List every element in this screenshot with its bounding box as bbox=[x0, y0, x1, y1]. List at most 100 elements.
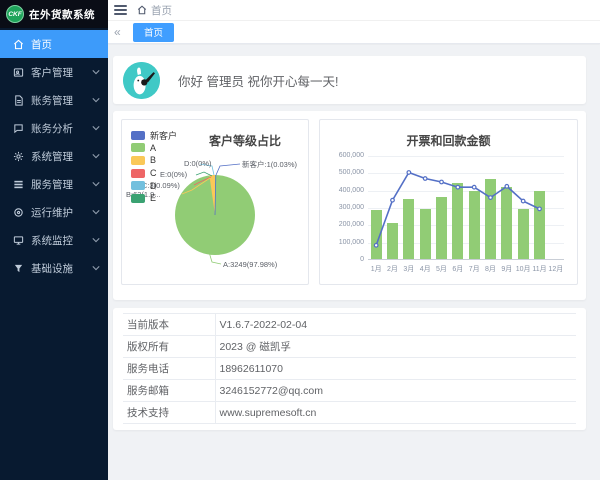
info-table-row: 版权所有 2023 @ 磁凯孚 bbox=[123, 335, 576, 358]
pie-label-new: 新客户:1(0.03%) bbox=[242, 160, 298, 169]
sidebar-item-label: 首页 bbox=[31, 38, 52, 51]
y-axis-tick-label: 300,000 bbox=[338, 204, 364, 211]
sidebar-item-home[interactable]: 首页 bbox=[0, 30, 108, 58]
sidebar-item-customers[interactable]: 客户管理 bbox=[0, 58, 108, 86]
sidebar-item-label: 账务管理 bbox=[31, 94, 73, 107]
bar-2月 bbox=[387, 222, 398, 259]
list-icon bbox=[13, 179, 24, 190]
pie-label-c: C:3(0.09%) bbox=[142, 181, 180, 190]
breadcrumb-home-label: 首页 bbox=[151, 4, 172, 17]
x-axis-tick-label: 3月 bbox=[403, 266, 415, 273]
y-axis-tick-label: 500,000 bbox=[338, 169, 364, 177]
y-axis-tick-label: 0 bbox=[360, 256, 364, 263]
pie-chart[interactable] bbox=[122, 120, 308, 284]
legend-color-chip bbox=[131, 130, 145, 140]
sidebar-item-services[interactable]: 服务管理 bbox=[0, 170, 108, 198]
pie-label-d: D:0(0%) bbox=[184, 159, 212, 168]
gridline bbox=[368, 156, 564, 157]
info-value: V1.6.7-2022-02-04 bbox=[215, 313, 576, 336]
legend-item[interactable]: C bbox=[131, 167, 177, 180]
bar-6月 bbox=[452, 182, 464, 259]
chevron-down-icon bbox=[92, 124, 100, 132]
legend-label: B bbox=[150, 155, 157, 166]
home-icon bbox=[13, 39, 24, 50]
tab-home[interactable]: 首页 bbox=[133, 22, 175, 42]
sidebar-item-maintenance[interactable]: 运行维护 bbox=[0, 198, 108, 226]
legend-label: 新客户 bbox=[150, 130, 178, 141]
bar-1月 bbox=[370, 209, 382, 259]
legend-item[interactable]: B bbox=[131, 154, 177, 167]
sidebar-item-label: 服务管理 bbox=[31, 178, 73, 191]
sidebar-item-label: 系统管理 bbox=[31, 150, 73, 163]
legend-item[interactable]: E bbox=[131, 192, 177, 205]
gridline bbox=[368, 190, 564, 192]
sidebar-item-label: 运行维护 bbox=[31, 206, 73, 219]
customer-icon bbox=[13, 67, 24, 78]
info-value: 3246152772@qq.com bbox=[215, 379, 576, 402]
bar-5月 bbox=[436, 196, 447, 259]
content-area: 你好 管理员 祝你开心每一天! 客户等级占比 新客户 A B C D E bbox=[108, 45, 600, 480]
info-table-row: 当前版本 V1.6.7-2022-02-04 bbox=[123, 313, 576, 336]
info-table-row: 服务邮箱 3246152772@qq.com bbox=[123, 379, 576, 402]
bar-line-chart-card[interactable]: 开票和回款金额 0 100,000 200,000 300,000 400,000 500… bbox=[319, 119, 578, 285]
legend-color-chip bbox=[131, 155, 145, 165]
info-value: 2023 @ 磁凯孚 bbox=[215, 335, 576, 358]
info-value: www.supremesoft.cn bbox=[215, 401, 576, 424]
info-label: 服务电话 bbox=[123, 357, 216, 380]
bar-3月 bbox=[403, 199, 415, 259]
filter-icon bbox=[13, 263, 24, 274]
legend-label: D bbox=[150, 180, 157, 191]
breadcrumb[interactable]: 首页 bbox=[137, 3, 172, 18]
x-axis-tick-label: 10月 bbox=[515, 266, 531, 273]
x-axis-tick-label: 6月 bbox=[452, 266, 464, 273]
app-logo: CKF 在外货款系统 bbox=[0, 0, 108, 28]
hamburger-menu-icon[interactable] bbox=[114, 5, 127, 15]
y-axis-tick-label: 200,000 bbox=[338, 221, 364, 229]
circle-icon bbox=[13, 207, 24, 218]
monitor-icon bbox=[13, 235, 24, 246]
info-label: 技术支持 bbox=[123, 401, 216, 424]
chevron-down-icon bbox=[92, 96, 100, 104]
bar-chart-plot[interactable] bbox=[368, 156, 564, 260]
legend-item[interactable]: 新客户 bbox=[131, 129, 177, 142]
sidebar-item-label: 账务分析 bbox=[31, 122, 73, 135]
sidebar-item-analysis[interactable]: 账务分析 bbox=[0, 114, 108, 142]
x-axis-tick-label: 11月 bbox=[532, 266, 547, 273]
sidebar-item-monitoring[interactable]: 系统监控 bbox=[0, 226, 108, 254]
x-axis-tick-label: 12月 bbox=[548, 266, 564, 273]
info-label: 版权所有 bbox=[123, 335, 216, 358]
x-axis-tick-label: 9月 bbox=[501, 266, 513, 273]
sidebar-item-system[interactable]: 系统管理 bbox=[0, 142, 108, 170]
info-card: 当前版本 V1.6.7-2022-02-04 版权所有 2023 @ 磁凯孚 服务电话 1… bbox=[113, 308, 586, 430]
chevron-down-icon bbox=[92, 152, 100, 160]
x-axis-tick-label: 8月 bbox=[485, 266, 496, 273]
y-axis-tick-label: 400,000 bbox=[338, 186, 364, 194]
bar-chart-title: 开票和回款金额 bbox=[406, 134, 491, 148]
chevron-down-icon bbox=[92, 180, 100, 188]
greeting-card: 你好 管理员 祝你开心每一天! bbox=[113, 56, 586, 104]
top-header-bar: 首页 bbox=[108, 0, 600, 21]
bar-9月 bbox=[501, 187, 513, 259]
sidebar-item-accounting[interactable]: 账务管理 bbox=[0, 86, 108, 114]
chevron-down-icon bbox=[92, 236, 100, 244]
legend-item[interactable]: A bbox=[131, 142, 177, 155]
sidebar-menu: 首页 客户管理 账务管理 账务分析 系统管理 服务管理 bbox=[0, 30, 108, 282]
pie-chart-card[interactable]: 客户等级占比 新客户 A B C D E D:0(0%) 新客户:1(0.03%) E:0… bbox=[121, 119, 309, 285]
tabs-scroll-left-icon[interactable]: « bbox=[114, 25, 121, 39]
app-title: 在外货款系统 bbox=[29, 8, 95, 21]
sidebar-item-infrastructure[interactable]: 基础设施 bbox=[0, 254, 108, 282]
bar-4月 bbox=[419, 208, 431, 259]
legend-item[interactable]: D bbox=[131, 179, 177, 192]
info-label: 服务邮箱 bbox=[123, 379, 216, 402]
sidebar-item-label: 系统监控 bbox=[31, 234, 73, 247]
pie-legend: 新客户 A B C D E bbox=[131, 129, 177, 205]
legend-color-chip bbox=[131, 193, 145, 203]
bar-10月 bbox=[517, 208, 529, 259]
info-value: 18962611070 bbox=[215, 357, 576, 380]
sidebar-item-label: 客户管理 bbox=[31, 66, 73, 79]
y-axis-tick-label: 100,000 bbox=[338, 238, 364, 246]
gridline bbox=[368, 225, 564, 227]
gear-icon bbox=[13, 151, 24, 162]
legend-color-chip bbox=[131, 143, 145, 153]
x-axis-tick-label: 5月 bbox=[436, 266, 447, 273]
